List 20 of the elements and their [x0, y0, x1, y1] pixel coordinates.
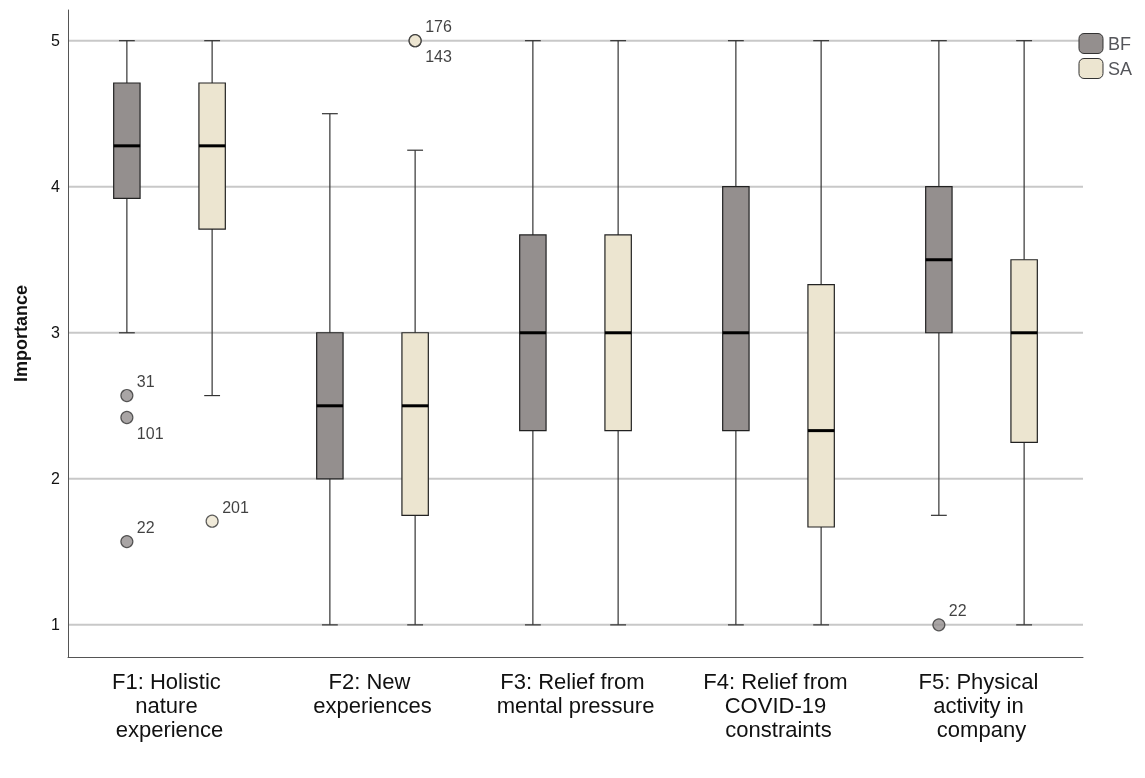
annotation: 22 [948, 602, 967, 620]
legend-label: BF [1107, 33, 1131, 54]
y-axis-title: Importance [11, 284, 31, 383]
x-tick-label: F4: Relief from COVID-19 constraints [703, 668, 854, 742]
x-tick-label: F2: New experiences [313, 668, 432, 718]
annotation: 31 [136, 373, 155, 391]
x-tick-label: F3: Relief from mental pressure [496, 668, 655, 718]
y-tick-label: 1 [51, 616, 61, 634]
y-tick-label: 2 [51, 470, 61, 488]
annotation: 22 [136, 519, 155, 537]
x-tick-label: F5: Physical activity in company [918, 668, 1045, 742]
y-tick-label: 5 [51, 32, 61, 50]
annotation: 101 [136, 424, 164, 442]
annotation: 201 [222, 498, 249, 516]
y-tick-label: 4 [51, 178, 61, 196]
annotation: 176 [425, 18, 452, 36]
annotation: 143 [425, 48, 452, 66]
x-tick-label: F1: Holistic nature experience [112, 668, 227, 742]
legend-label: SA [1107, 58, 1132, 79]
y-tick-label: 3 [51, 324, 61, 342]
